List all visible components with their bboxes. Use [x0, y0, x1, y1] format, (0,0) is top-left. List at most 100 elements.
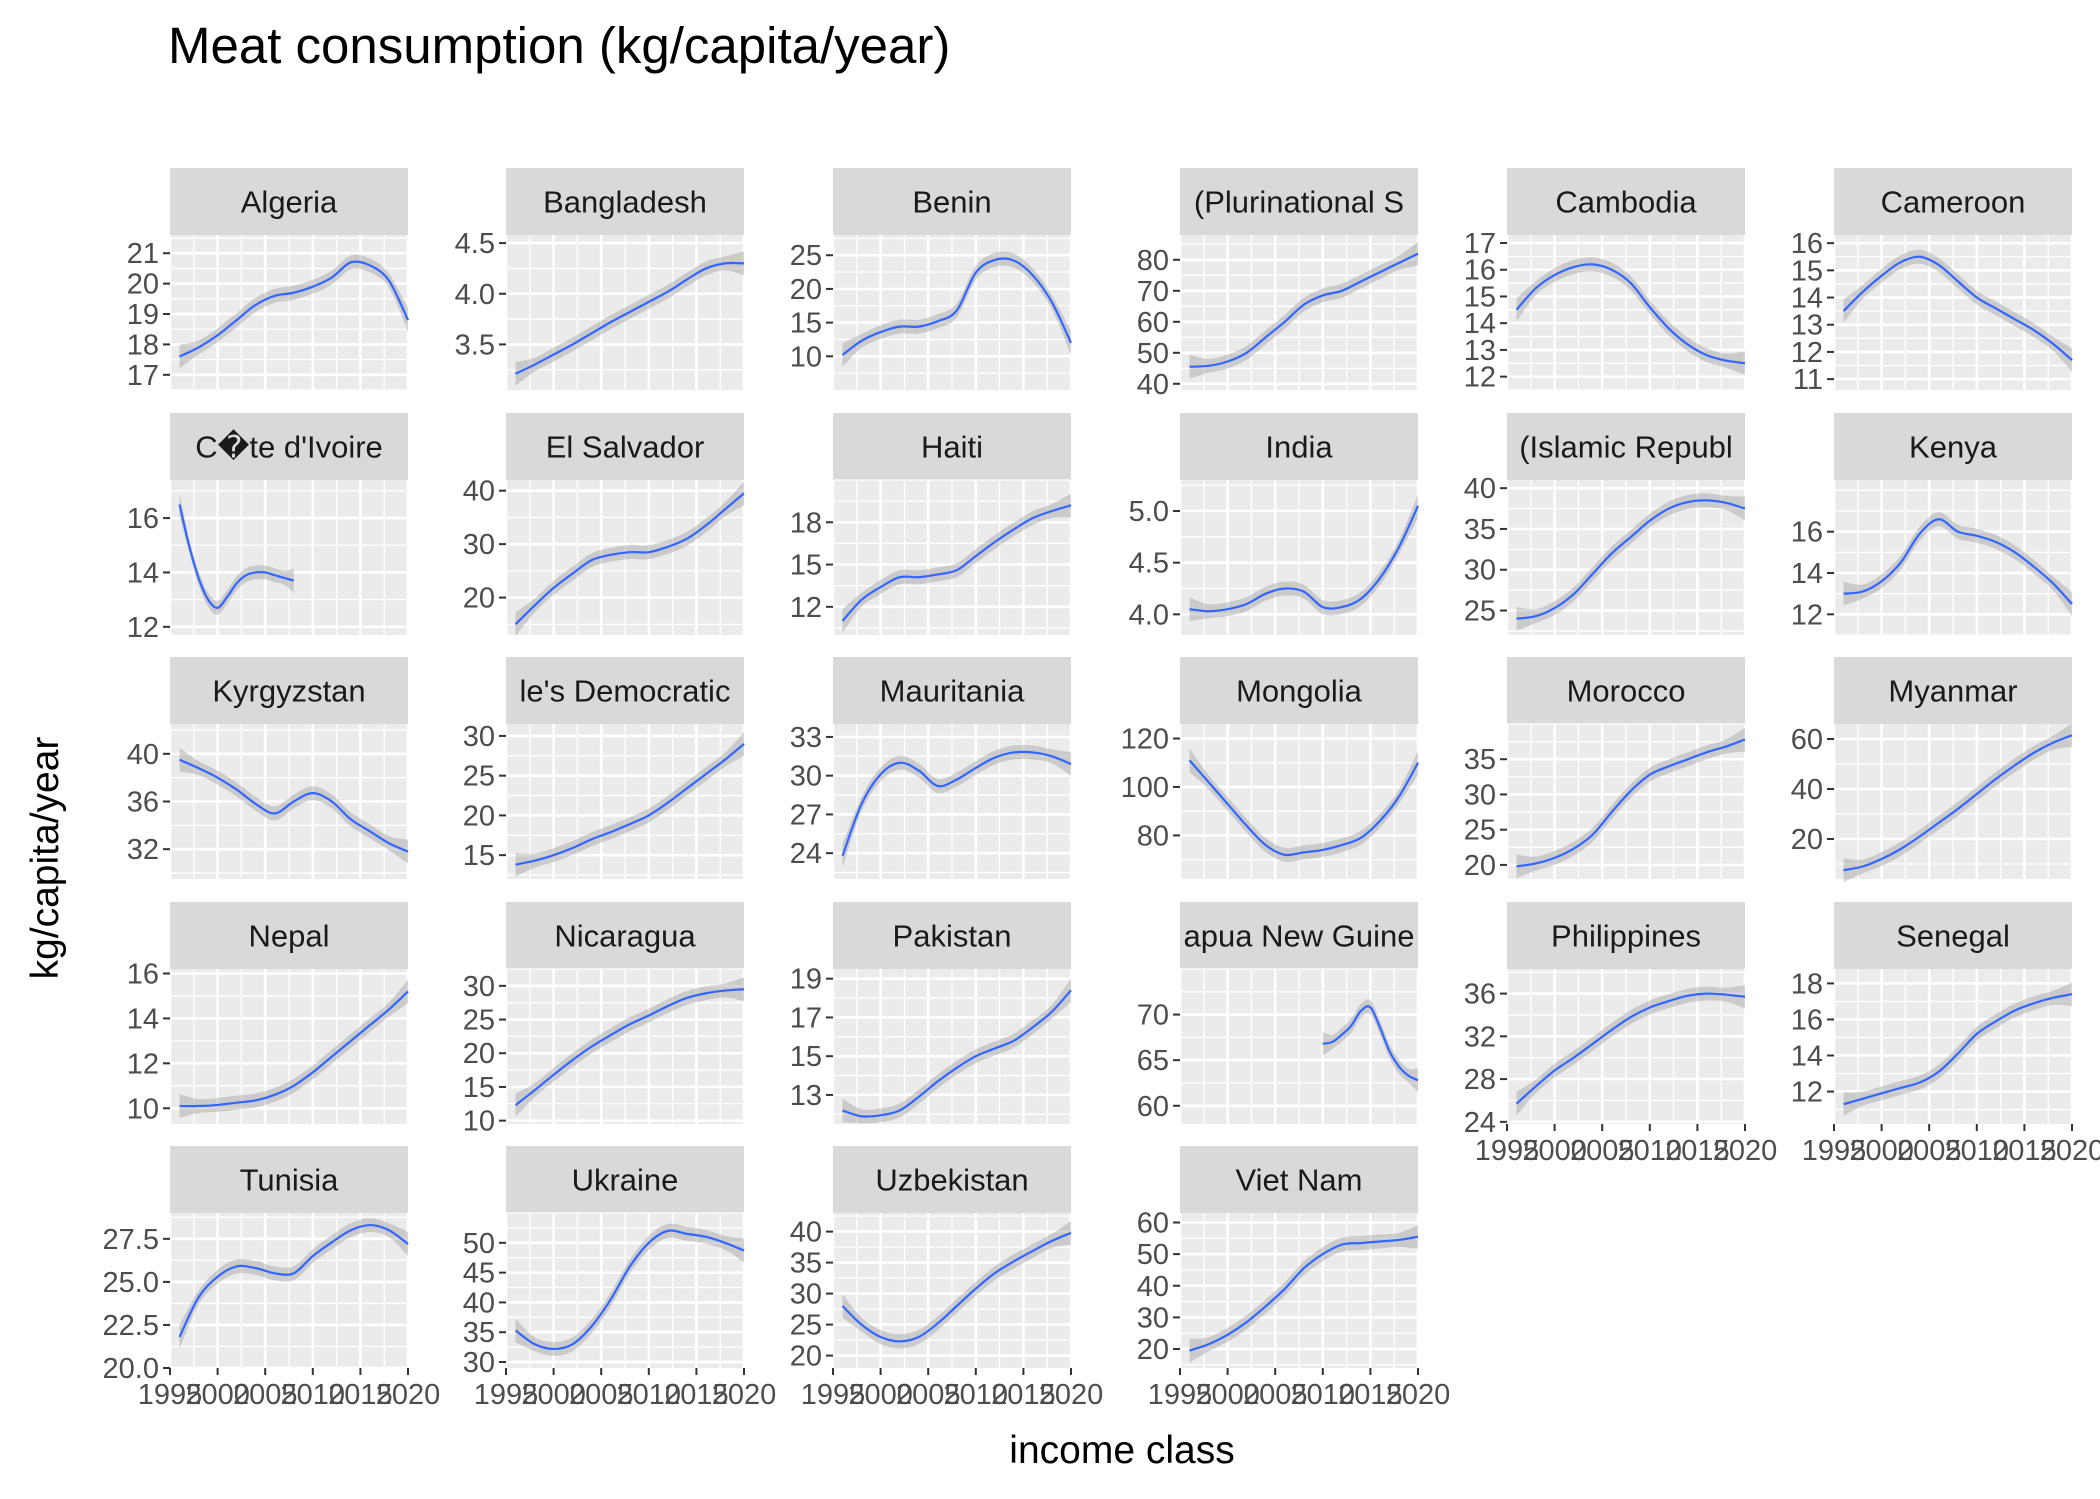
y-tick-label: 14 [1791, 558, 1823, 590]
grid-lines [168, 480, 410, 635]
grid-lines [831, 235, 1073, 390]
x-tick-label: 2015 [1992, 1135, 2057, 1167]
x-tick-label: 2000 [521, 1379, 586, 1411]
grid-lines [831, 724, 1073, 879]
y-tick-label: 15 [790, 550, 822, 582]
facet-strip [833, 413, 1071, 480]
x-tick-label: 2005 [1570, 1135, 1635, 1167]
grid-lines [504, 235, 746, 390]
x-tick-label: 2020 [2040, 1135, 2100, 1167]
grid-lines [168, 1213, 410, 1370]
y-tick-label: 15 [463, 840, 495, 872]
y-axis-title: kg/capita/year [24, 737, 67, 980]
y-tick-label: 20 [463, 583, 495, 615]
x-axis-title: income class [1009, 1429, 1234, 1472]
confidence-band [1189, 241, 1418, 379]
y-tick-label: 40 [463, 476, 495, 508]
y-tick-label: 30 [463, 721, 495, 753]
y-tick-label: 27.5 [103, 1224, 159, 1256]
x-tick-label: 2005 [569, 1379, 634, 1411]
facet-strip-label: Myanmar [1888, 674, 2017, 709]
facet-strip [170, 413, 408, 480]
trend-line [178, 1223, 409, 1338]
y-tick-label: 14 [127, 557, 159, 589]
y-tick-label: 24 [790, 838, 822, 870]
x-tick-label: 2010 [281, 1379, 346, 1411]
y-tick-label: 14 [1791, 1041, 1823, 1073]
y-tick-label: 25.0 [103, 1267, 159, 1299]
facet-strip [1180, 657, 1418, 724]
facet-panel: Tunisia20.022.525.027.519952000200520102… [103, 1146, 440, 1411]
x-tick-label: 2020 [1713, 1135, 1778, 1167]
grid-lines [1178, 1213, 1420, 1368]
y-tick-label: 50 [1137, 1239, 1169, 1271]
grid-lines [1505, 969, 1747, 1124]
trend-line [1188, 759, 1419, 857]
y-tick-label: 32 [127, 834, 159, 866]
trend-line [842, 989, 1072, 1118]
facet-strip-label: C�te d'Ivoire [195, 429, 383, 465]
grid-lines [504, 968, 746, 1124]
grid-lines [504, 724, 746, 879]
y-tick-label: 12 [1791, 337, 1823, 369]
facet-strip [1507, 168, 1745, 235]
y-tick-label: 30 [790, 1279, 822, 1311]
y-tick-label: 17 [1464, 228, 1496, 260]
x-tick-label: 2000 [185, 1379, 250, 1411]
x-tick-label: 1995 [474, 1379, 539, 1411]
facet-strip-label: Mauritania [880, 674, 1025, 709]
facet-strip-label: Uzbekistan [875, 1163, 1028, 1198]
trend-line [179, 758, 409, 853]
x-tick-label: 2020 [1039, 1379, 1104, 1411]
y-tick-label: 19 [790, 964, 822, 996]
trend-line [1515, 263, 1746, 365]
y-tick-label: 13 [1791, 310, 1823, 342]
y-tick-label: 14 [1791, 283, 1823, 315]
y-tick-label: 65 [1137, 1045, 1169, 1077]
trend-line [841, 750, 1072, 857]
trend-line [514, 492, 745, 626]
facet-panel: Haiti 12 15 18 [790, 413, 1073, 635]
y-tick-label: 36 [1464, 979, 1496, 1011]
y-tick-label: 60 [1137, 1207, 1169, 1239]
y-tick-label: 25 [790, 240, 822, 272]
facet-strip [1507, 657, 1745, 724]
facet-panel: (Islamic Republ 25 30 35 40 [1464, 413, 1747, 635]
y-tick-label: 20 [463, 800, 495, 832]
facet-strip-label: Mongolia [1236, 674, 1363, 709]
trend-line [1842, 255, 2073, 361]
trend-line [1843, 518, 2073, 605]
y-tick-label: 45 [463, 1258, 495, 1290]
x-tick-label: 1995 [1802, 1135, 1867, 1167]
y-tick-label: 20 [1791, 824, 1823, 856]
y-tick-label: 20 [463, 1038, 495, 1070]
y-tick-label: 3.5 [455, 329, 495, 361]
facet-strip [506, 413, 744, 480]
facet-panel: Myanmar 20 40 60 [1791, 657, 2074, 883]
y-tick-label: 30 [1464, 555, 1496, 587]
facet-strip-label: Viet Nam [1236, 1163, 1363, 1198]
x-tick-label: 2015 [991, 1379, 1056, 1411]
trend-line [179, 260, 409, 358]
facet-strip [1180, 1146, 1418, 1213]
y-tick-label: 10 [790, 341, 822, 373]
facet-strip [1507, 902, 1745, 969]
y-tick-label: 14 [127, 1003, 159, 1035]
facet-strip-label: El Salvador [546, 430, 705, 465]
y-tick-label: 120 [1121, 724, 1169, 756]
y-tick-label: 13 [1464, 335, 1496, 367]
grid-lines [1505, 235, 1747, 391]
y-tick-label: 4.5 [455, 228, 495, 260]
confidence-band [1843, 512, 2072, 616]
y-tick-label: 4.5 [1129, 548, 1169, 580]
facet-strip-label: le's Democratic [520, 674, 731, 709]
facet-strip-label: Senegal [1896, 919, 2010, 954]
y-tick-label: 12 [790, 592, 822, 624]
